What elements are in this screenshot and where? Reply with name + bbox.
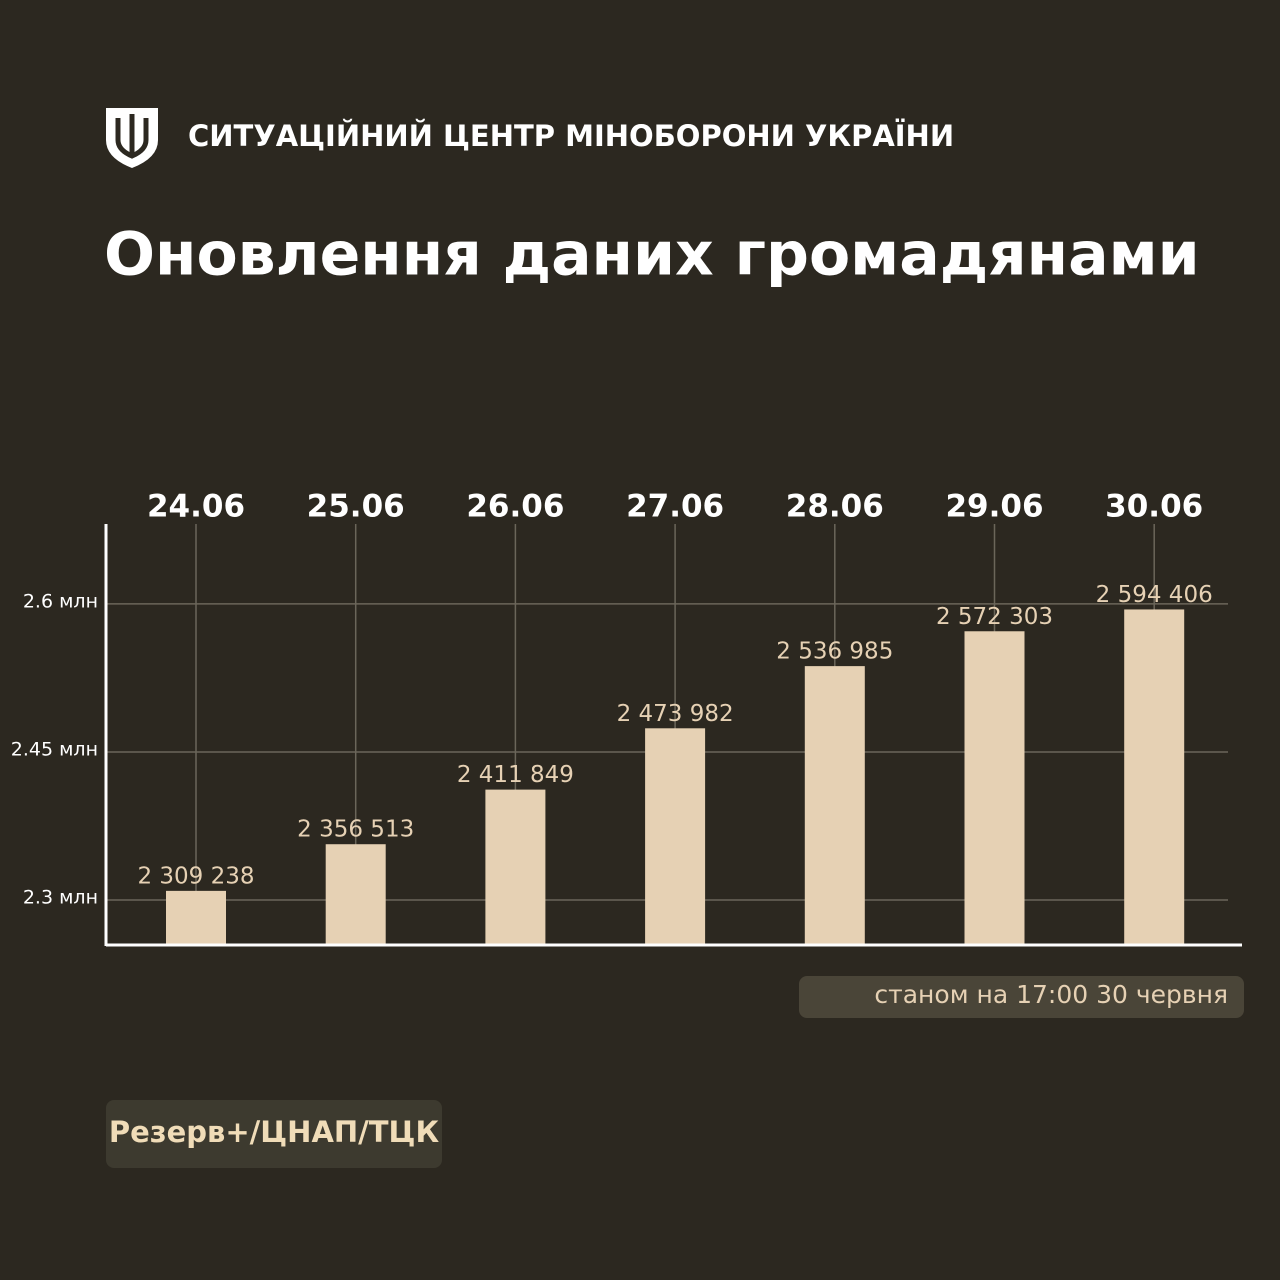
bar xyxy=(166,890,226,944)
y-tick-label: 2.45 млн xyxy=(11,738,98,760)
note-box xyxy=(799,976,1244,1018)
value-label: 2 594 406 xyxy=(1096,582,1213,608)
x-tick-label: 26.06 xyxy=(466,489,564,525)
x-tick-label: 24.06 xyxy=(147,489,245,525)
y-tick-label: 2.6 млн xyxy=(23,590,98,612)
value-label: 2 572 303 xyxy=(936,604,1053,630)
value-label: 2 309 238 xyxy=(137,863,254,889)
y-tick-label: 2.3 млн xyxy=(23,886,98,908)
x-tick-label: 30.06 xyxy=(1105,489,1203,525)
x-tick-label: 29.06 xyxy=(945,489,1043,525)
bar xyxy=(645,728,706,944)
x-tick-label: 27.06 xyxy=(626,489,724,525)
x-tick-label: 25.06 xyxy=(307,489,405,525)
source-box xyxy=(106,1100,442,1168)
bar xyxy=(485,789,546,944)
chart-title: Оновлення даних громадянами xyxy=(104,220,1200,290)
value-label: 2 356 513 xyxy=(297,817,414,843)
value-label: 2 473 982 xyxy=(617,701,734,727)
bar xyxy=(804,666,865,944)
source: Резерв+/ЦНАП/ТЦК xyxy=(109,1115,440,1149)
x-tick-label: 28.06 xyxy=(786,489,884,525)
note: станом на 17:00 30 червня xyxy=(874,980,1228,1009)
logo xyxy=(106,108,158,168)
organization: СИТУАЦІЙНИЙ ЦЕНТР МІНОБОРОНИ УКРАЇНИ xyxy=(188,119,954,153)
value-label: 2 536 985 xyxy=(776,639,893,665)
bar xyxy=(964,631,1025,944)
value-label: 2 411 849 xyxy=(457,762,574,788)
bar xyxy=(325,844,386,944)
bar xyxy=(1124,609,1185,944)
